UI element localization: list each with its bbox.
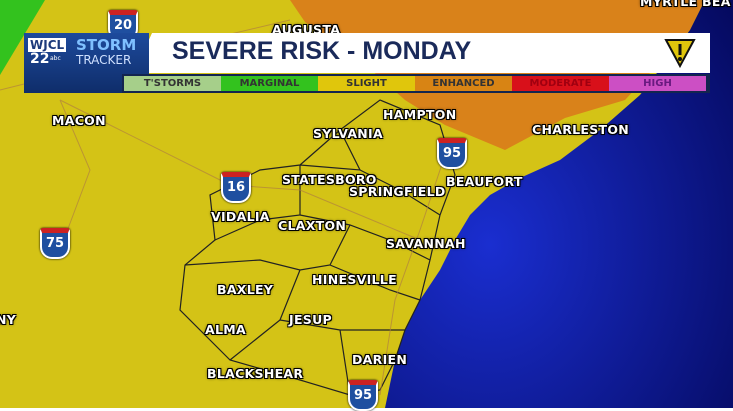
network-label: abc — [50, 55, 61, 62]
marginal-risk-area — [0, 0, 45, 75]
interstate-shield: 16 — [221, 172, 251, 203]
legend-moderate: MODERATE — [512, 76, 609, 91]
county-borders — [179, 99, 456, 396]
brand-storm: STORM — [76, 36, 137, 54]
city-label: MACON — [52, 113, 106, 128]
legend-tstorms: T'STORMS — [124, 76, 221, 91]
city-label: STATESBORO — [282, 172, 377, 187]
city-label: JESUP — [289, 312, 333, 327]
city-label: BLACKSHEAR — [207, 366, 304, 381]
legend-marginal: MARGINAL — [221, 76, 318, 91]
station-call-letters: WJCL — [28, 38, 67, 52]
city-label: MYRTLE BEA — [640, 0, 731, 9]
title-bar: SEVERE RISK - MONDAY — [134, 33, 710, 73]
city-label: BEAUFORT — [446, 174, 523, 189]
legend-slight: SLIGHT — [318, 76, 415, 91]
city-label: BAXLEY — [217, 282, 274, 297]
header-banner: SEVERE RISK - MONDAY WJCL 22 abc STORM T… — [24, 33, 710, 93]
interstate-shield: 95 — [348, 380, 378, 411]
city-label: NY — [0, 312, 17, 327]
city-label: DARIEN — [352, 352, 408, 367]
city-label: VIDALIA — [211, 209, 270, 224]
ocean — [385, 0, 733, 408]
city-label: SYLVANIA — [313, 126, 383, 141]
page-title: SEVERE RISK - MONDAY — [172, 37, 472, 65]
legend-high: HIGH — [609, 76, 706, 91]
city-label: SAVANNAH — [386, 236, 466, 251]
city-label: HAMPTON — [383, 107, 457, 122]
risk-legend: T'STORMS MARGINAL SLIGHT ENHANCED MODERATE HI… — [122, 74, 710, 93]
city-label: SPRINGFIELD — [349, 184, 446, 199]
interstate-shield: 95 — [437, 138, 467, 169]
warning-triangle-icon — [664, 39, 696, 68]
city-label: ALMA — [205, 322, 246, 337]
channel-number: 22 — [30, 51, 50, 67]
city-label: CHARLESTON — [532, 122, 630, 137]
interstate-shield: 75 — [40, 228, 70, 259]
legend-enhanced: ENHANCED — [415, 76, 512, 91]
city-label: HINESVILLE — [312, 272, 397, 287]
city-label: CLAXTON — [278, 218, 347, 233]
brand-tracker: TRACKER — [76, 53, 132, 67]
